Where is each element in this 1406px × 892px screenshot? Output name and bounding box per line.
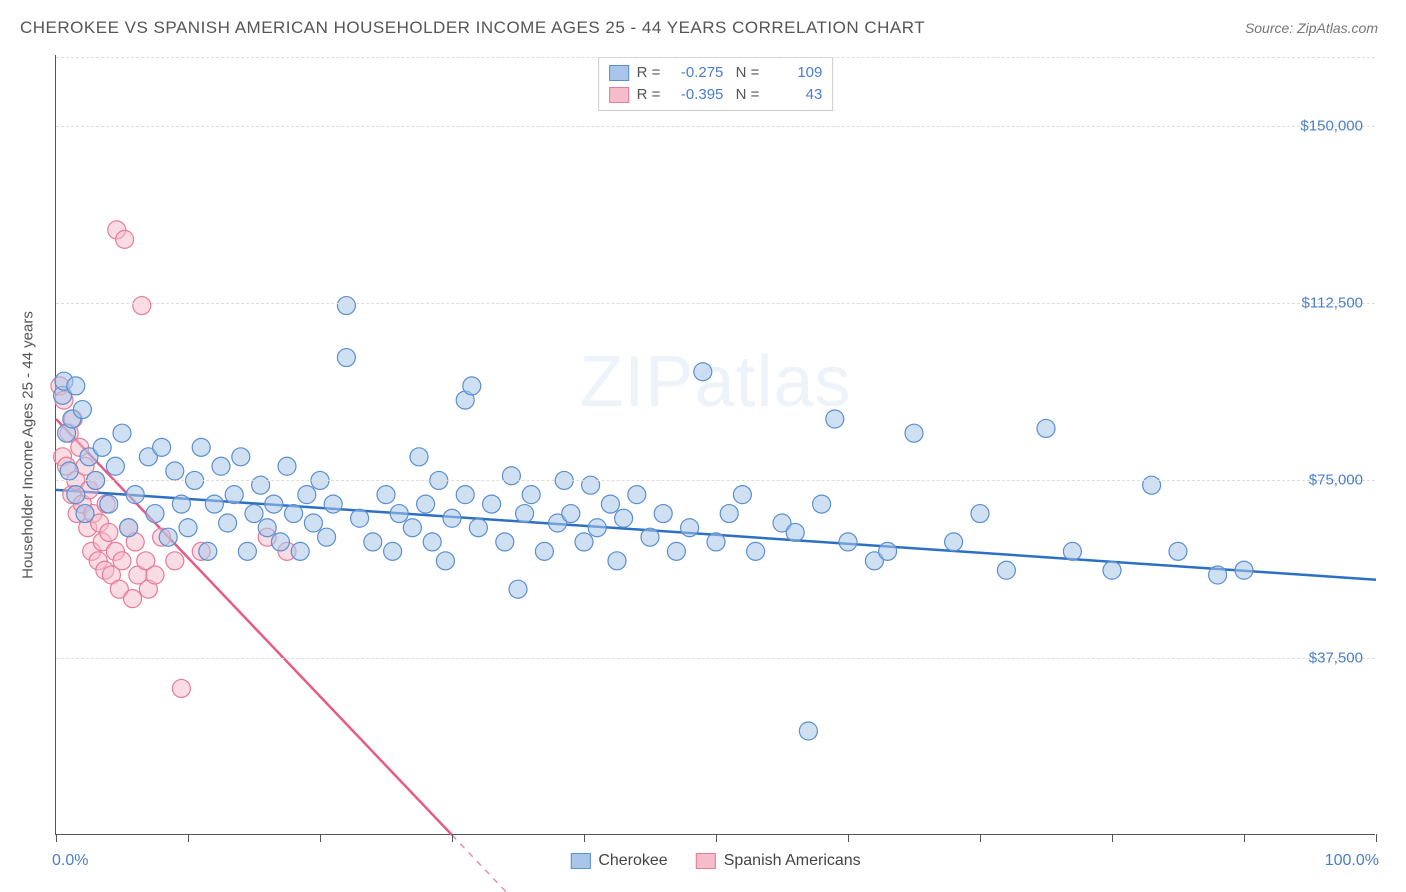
scatter-svg	[56, 55, 1375, 834]
y-tick-label: $112,500	[1302, 295, 1363, 312]
legend-label-spanish: Spanish Americans	[724, 852, 861, 870]
gridline	[56, 480, 1375, 481]
swatch-spanish	[609, 87, 629, 103]
x-tick	[320, 834, 321, 842]
correlation-stats-box: R =-0.275 N =109 R =-0.395 N =43	[598, 57, 834, 111]
x-tick	[980, 834, 981, 842]
y-tick-label: $75,000	[1309, 472, 1363, 489]
swatch-cherokee	[609, 65, 629, 81]
x-tick	[1376, 834, 1377, 842]
stats-row-spanish: R =-0.395 N =43	[609, 84, 823, 106]
gridline	[56, 57, 1375, 58]
x-tick	[452, 834, 453, 842]
x-tick	[584, 834, 585, 842]
stats-row-cherokee: R =-0.275 N =109	[609, 62, 823, 84]
x-tick	[848, 834, 849, 842]
gridline	[56, 303, 1375, 304]
x-axis-min-label: 0.0%	[52, 852, 88, 870]
x-tick	[1244, 834, 1245, 842]
chart-title: CHEROKEE VS SPANISH AMERICAN HOUSEHOLDER…	[20, 18, 925, 38]
x-tick	[1112, 834, 1113, 842]
legend: Cherokee Spanish Americans	[570, 852, 860, 870]
gridline	[56, 658, 1375, 659]
swatch-cherokee-icon	[570, 853, 590, 869]
y-axis-title: Householder Income Ages 25 - 44 years	[20, 311, 37, 579]
legend-label-cherokee: Cherokee	[598, 852, 667, 870]
gridline	[56, 126, 1375, 127]
y-tick-label: $37,500	[1309, 649, 1363, 666]
swatch-spanish-icon	[696, 853, 716, 869]
x-tick	[716, 834, 717, 842]
legend-item-cherokee: Cherokee	[570, 852, 667, 870]
x-tick	[188, 834, 189, 842]
y-tick-label: $150,000	[1300, 117, 1363, 134]
plot-area: ZIPatlas Householder Income Ages 25 - 44…	[55, 55, 1375, 835]
legend-item-spanish: Spanish Americans	[696, 852, 861, 870]
x-tick	[56, 834, 57, 842]
x-axis-max-label: 100.0%	[1325, 852, 1379, 870]
source-attribution: Source: ZipAtlas.com	[1245, 20, 1378, 36]
